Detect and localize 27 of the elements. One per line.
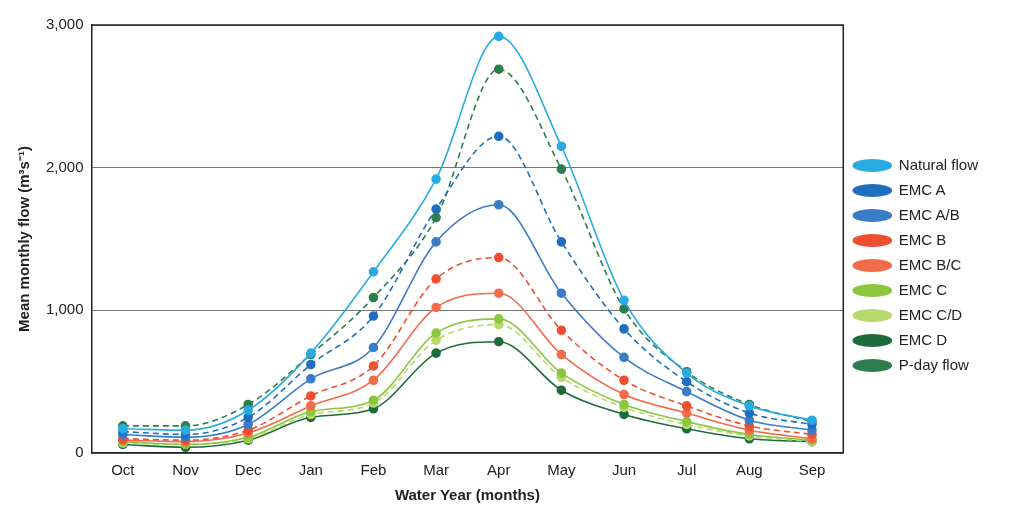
x-tick-label: Mar	[423, 461, 450, 479]
x-tick-label: Oct	[111, 461, 136, 479]
x-tick-label: Apr	[487, 461, 511, 479]
legend-label: EMC B	[898, 230, 947, 248]
y-tick-label: 3,000	[45, 15, 84, 33]
x-tick-label: Jan	[298, 461, 323, 479]
legend-label: EMC D	[898, 330, 948, 348]
y-axis-title: Mean monthly flow (m³s⁻¹)	[15, 146, 33, 332]
x-tick-label: Nov	[172, 461, 200, 479]
legend-label: Natural flow	[898, 155, 979, 173]
legend-label: P-day flow	[898, 355, 969, 373]
x-tick-label: Jul	[677, 461, 697, 479]
x-axis-title: Water Year (months)	[394, 486, 540, 504]
y-tick-label: 1,000	[45, 300, 84, 318]
legend-label: EMC C/D	[898, 305, 963, 323]
x-tick-label: Aug	[735, 461, 763, 479]
legend-label: EMC A/B	[898, 205, 960, 223]
x-tick-label: May	[547, 461, 577, 479]
legend-label: EMC A	[898, 180, 946, 198]
x-tick-label: Feb	[360, 461, 387, 479]
x-tick-label: Dec	[234, 461, 262, 479]
legend-label: EMC B/C	[898, 255, 962, 273]
x-tick-label: Jun	[611, 461, 637, 479]
y-tick-label: 0	[75, 443, 84, 461]
legend-label: EMC C	[898, 280, 948, 298]
y-tick-label: 2,000	[45, 157, 84, 175]
x-tick-label: Sep	[798, 461, 826, 479]
